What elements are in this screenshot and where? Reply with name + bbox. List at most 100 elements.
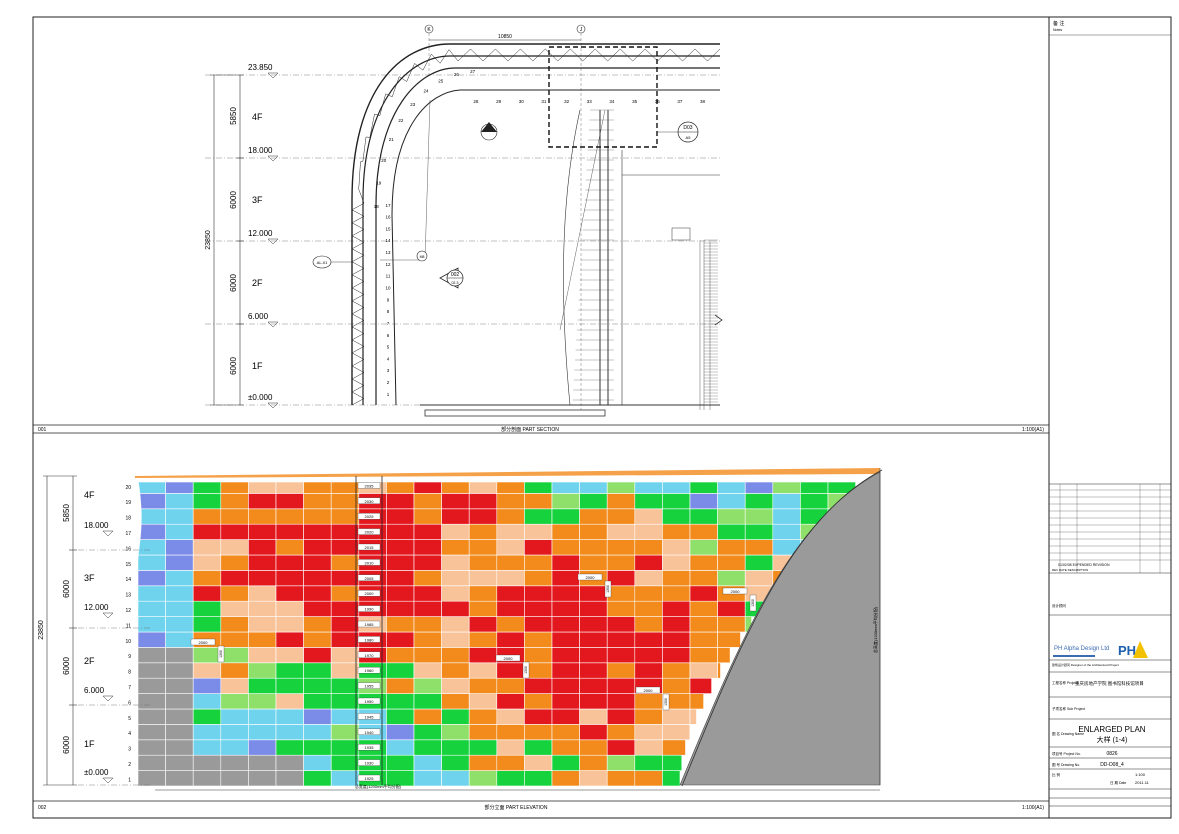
glass-panel	[524, 631, 553, 648]
glass-panel	[137, 570, 166, 587]
glass-panel	[330, 662, 360, 679]
glass-panel	[275, 493, 304, 510]
glass-panel	[275, 481, 304, 494]
glass-panel	[303, 493, 332, 510]
glass-panel	[468, 554, 498, 571]
glass-panel	[137, 647, 166, 664]
date-value: 2011.11	[1135, 780, 1150, 785]
glass-panel	[330, 570, 360, 587]
glass-panel	[524, 554, 553, 571]
glass-panel	[413, 570, 442, 587]
glass-panel	[551, 539, 580, 556]
glass-panel	[496, 493, 525, 510]
panel-height-label: 1300	[524, 666, 528, 674]
glass-panel	[303, 677, 332, 694]
glass-panel	[220, 554, 249, 571]
glass-panel	[579, 754, 608, 771]
glass-panel	[137, 693, 166, 710]
glass-panel	[579, 481, 608, 494]
scale-value: 1:100	[1135, 772, 1146, 777]
glass-panel	[220, 600, 249, 617]
glass-panel	[441, 739, 470, 756]
callout-m8: M8	[416, 250, 428, 262]
glass-panel	[137, 554, 166, 571]
rib-number: 22	[398, 118, 404, 123]
pha-logo: PHA	[1118, 641, 1148, 658]
glass-panel	[441, 693, 470, 710]
glass-panel	[717, 570, 746, 587]
glass-panel	[330, 585, 360, 602]
firm-subtitle: 建筑设计顾问 Designer of the Architectural Pro…	[1052, 662, 1119, 667]
glass-panel	[441, 662, 470, 679]
project-no-label: 项目号 Project No.	[1052, 751, 1081, 756]
glass-panel	[248, 770, 277, 787]
glass-panel	[689, 539, 718, 556]
row-number: 20	[125, 485, 131, 491]
glass-panel	[634, 600, 663, 617]
glass-panel	[165, 693, 194, 710]
sub-project-label: 子项名称 Sub Project	[1052, 706, 1085, 711]
glass-panel	[220, 647, 249, 664]
glass-panel	[468, 754, 498, 771]
column-value: 2000	[365, 591, 375, 596]
column-value-box	[357, 697, 381, 705]
glass-panel	[496, 770, 525, 787]
glass-panel	[386, 539, 415, 556]
glass-panel	[165, 631, 194, 648]
glass-panel	[413, 600, 442, 617]
glass-panel	[165, 739, 194, 756]
row-number: 10	[125, 639, 131, 645]
glass-panel	[606, 677, 636, 694]
glass-panel	[413, 647, 442, 664]
glass-panel	[634, 585, 663, 602]
callout-002-label: 002	[451, 272, 460, 278]
column-value-box	[357, 636, 381, 643]
glass-panel	[413, 554, 442, 571]
glass-panel	[165, 708, 194, 725]
rib-number: 33	[587, 99, 593, 104]
glass-panel	[303, 481, 332, 494]
glass-panel	[386, 600, 415, 617]
scale-label: 比 例	[1052, 772, 1060, 777]
project-name: 重庆房地产学院 图书馆科技馆项目	[1075, 680, 1144, 687]
glass-panel	[137, 770, 166, 787]
glass-panel	[689, 481, 718, 494]
glass-panel	[551, 739, 580, 756]
column-value: 1960	[365, 668, 375, 673]
glass-panel	[551, 770, 580, 787]
glass-panel	[441, 600, 470, 617]
glass-panel	[413, 481, 442, 494]
notes-subtitle: Notes	[1053, 28, 1062, 32]
elevation-floor-height-4f: 5850	[62, 504, 71, 522]
glass-panel	[192, 693, 222, 710]
glass-panel	[220, 616, 249, 633]
glass-panel	[192, 724, 222, 741]
row-number: 8	[128, 670, 131, 676]
glass-panel	[413, 662, 442, 679]
section-caption: 部分剖面 PART SECTION	[501, 426, 559, 433]
glass-panel	[441, 539, 470, 556]
column-value-box	[357, 513, 381, 520]
glass-panel	[137, 754, 166, 771]
glass-panel	[689, 600, 718, 617]
date-label: 日 期 Date	[1110, 780, 1126, 785]
glass-panel	[468, 631, 498, 648]
glass-panel	[220, 631, 249, 648]
glass-panel	[717, 631, 741, 648]
glass-panel	[579, 523, 608, 540]
glass-panel	[137, 662, 166, 679]
glass-panel	[275, 693, 304, 710]
panel-width-label: 2000	[644, 688, 654, 693]
glass-panel	[303, 539, 332, 556]
section-floor-3f: 3F	[252, 195, 263, 205]
glass-panel	[192, 677, 222, 694]
glass-panel	[579, 647, 608, 664]
glass-panel	[386, 570, 415, 587]
elevation-right-dimension: 总高度(1200mm平均分配)	[872, 606, 878, 653]
column-value-box	[357, 482, 381, 489]
glass-panel	[606, 585, 636, 602]
glass-panel	[524, 708, 553, 725]
curtain-wall-panel-grid	[135, 468, 880, 787]
drawing-title-cn: 大样 (1-4)	[1097, 735, 1128, 744]
glass-panel	[468, 693, 498, 710]
